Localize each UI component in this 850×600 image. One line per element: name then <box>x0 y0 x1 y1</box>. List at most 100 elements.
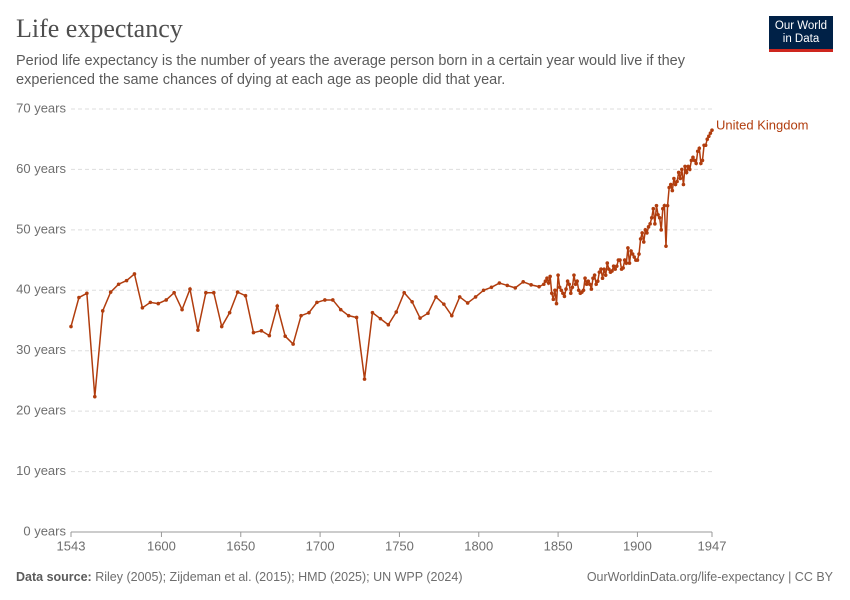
chart-title: Life expectancy <box>16 14 183 43</box>
data-point <box>338 307 343 312</box>
data-point <box>542 282 546 287</box>
data-point <box>581 288 586 293</box>
data-point <box>307 310 311 315</box>
data-point <box>615 264 619 268</box>
data-point <box>575 279 579 284</box>
data-point <box>592 273 597 277</box>
source-text: Riley (2005); Zijdeman et al. (2015); HM… <box>95 570 463 584</box>
data-point <box>172 290 176 295</box>
data-point <box>211 290 216 295</box>
data-point <box>346 313 351 318</box>
data-point <box>610 269 614 273</box>
y-tick-label: 50 years <box>16 221 66 236</box>
y-tick-label: 20 years <box>16 403 66 418</box>
y-tick-label: 30 years <box>16 342 66 357</box>
data-point <box>465 301 470 305</box>
logo-line: Our World <box>774 20 828 32</box>
data-point <box>554 301 559 306</box>
data-point <box>607 267 611 271</box>
data-point <box>434 295 438 299</box>
data-point <box>299 313 303 318</box>
data-point <box>586 279 591 284</box>
data-point <box>283 334 287 339</box>
url[interactable]: OurWorldinData.org/life-expectancy | CC … <box>586 570 833 584</box>
data-point <box>641 240 646 244</box>
data-point <box>710 128 714 132</box>
data-point <box>678 176 683 181</box>
data-point <box>227 310 232 315</box>
data-point <box>567 282 572 287</box>
data-point <box>291 342 295 346</box>
y-tick-label: 70 years <box>16 100 66 115</box>
data-point <box>543 279 548 284</box>
data-point <box>537 284 541 289</box>
data-point <box>69 324 73 329</box>
data-point <box>680 167 684 172</box>
data-point <box>651 206 656 211</box>
data-point <box>637 252 641 256</box>
data-point <box>584 282 589 287</box>
data-point <box>315 300 319 305</box>
data-point <box>605 261 610 265</box>
y-tick-label: 10 years <box>16 463 66 478</box>
data-point <box>640 231 644 235</box>
data-point <box>148 300 153 305</box>
data-point <box>632 255 637 259</box>
data-point <box>692 158 697 163</box>
logo[interactable]: Our World in Data <box>769 16 833 52</box>
data-point <box>529 283 533 287</box>
x-tick-label: 1800 <box>464 538 493 553</box>
data-point <box>108 290 113 294</box>
data-point <box>235 290 240 294</box>
data-point <box>418 316 422 320</box>
data-point <box>664 244 668 248</box>
x-tick-label: 1947 <box>698 538 727 553</box>
data-point <box>624 261 629 265</box>
data-point <box>180 307 184 312</box>
data-point <box>553 288 557 293</box>
data-point <box>92 394 97 399</box>
data-point <box>576 288 581 293</box>
data-point <box>549 291 554 296</box>
data-point <box>689 158 694 163</box>
data-point <box>140 306 145 310</box>
series-label: United Kingdom <box>716 118 809 133</box>
data-point <box>481 288 486 293</box>
data-point <box>626 246 630 250</box>
data-point <box>667 185 671 190</box>
data-point <box>703 143 708 148</box>
data-point <box>354 315 359 320</box>
data-point <box>449 313 454 318</box>
data-point <box>622 258 627 262</box>
data-point <box>621 266 625 270</box>
data-point <box>594 282 598 287</box>
data-point <box>243 293 248 298</box>
x-tick-label: 1600 <box>147 538 176 553</box>
data-point <box>442 302 446 306</box>
data-point <box>697 146 702 151</box>
data-point <box>545 276 549 281</box>
data-point <box>657 215 662 220</box>
data-point <box>573 282 578 287</box>
data-point <box>556 273 560 277</box>
data-point <box>557 285 562 290</box>
data-point <box>630 252 635 256</box>
y-tick-label: 40 years <box>16 282 66 297</box>
data-point <box>672 176 676 181</box>
data-point <box>330 298 335 302</box>
data-point <box>595 279 600 284</box>
data-point <box>583 276 587 281</box>
data-point <box>627 261 632 265</box>
data-point <box>323 298 327 302</box>
data-point <box>116 282 121 287</box>
data-point <box>513 286 518 290</box>
data-point <box>659 228 664 232</box>
data-point <box>565 279 570 284</box>
data-point <box>668 182 673 187</box>
data-point <box>275 304 280 308</box>
data-point <box>132 272 137 276</box>
data-point <box>473 295 478 299</box>
data-point <box>649 215 654 220</box>
